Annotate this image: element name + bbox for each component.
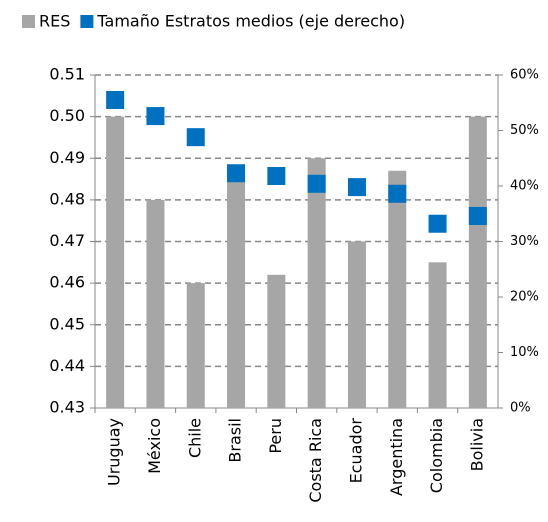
y-tick-label: 0.46 (49, 273, 85, 292)
legend-label: RES (39, 12, 70, 31)
y-tick-label: 0.44 (49, 356, 85, 375)
x-tick-label: Uruguay (105, 418, 124, 486)
legend-label: Tamaño Estratos medios (eje derecho) (96, 12, 405, 31)
y2-tick-label: 30% (510, 234, 539, 249)
marker (106, 90, 125, 109)
y-tick-label: 0.50 (49, 106, 85, 125)
x-tick-label: Chile (185, 418, 204, 458)
marker (186, 128, 205, 147)
legend-swatch (80, 15, 94, 28)
bar (347, 241, 366, 408)
y-tick-label: 0.51 (49, 65, 85, 84)
marker (468, 206, 487, 225)
y2-tick-label: 10% (510, 345, 539, 360)
x-tick-label: Bolivia (467, 418, 486, 471)
x-tick-label: Colombia (427, 418, 446, 493)
marker (388, 184, 407, 203)
marker (227, 164, 246, 183)
x-tick-label: México (145, 418, 164, 474)
x-tick-label: Argentina (387, 418, 406, 496)
y-tick-label: 0.45 (49, 314, 85, 333)
y2-tick-label: 60% (510, 68, 539, 83)
marker (146, 107, 165, 126)
y-tick-label: 0.48 (49, 189, 85, 208)
y2-tick-label: 40% (510, 179, 539, 194)
legend-swatch (22, 15, 35, 28)
y-tick-label: 0.49 (49, 148, 85, 167)
marker (267, 167, 286, 186)
y2-tick-label: 0% (510, 401, 531, 416)
bar (186, 283, 205, 408)
bar (388, 170, 407, 408)
bar (146, 199, 165, 408)
bar (307, 158, 326, 408)
x-tick-label: Brasil (226, 418, 245, 463)
x-tick-label: Ecuador (346, 418, 365, 484)
y-tick-label: 0.47 (49, 231, 85, 250)
x-tick-label: Peru (266, 418, 285, 454)
marker (347, 178, 366, 197)
marker (307, 174, 326, 193)
bar (468, 116, 487, 408)
bar (227, 166, 246, 408)
bar (106, 116, 125, 408)
bar (267, 274, 286, 408)
marker (428, 214, 447, 233)
bar (428, 262, 447, 408)
x-tick-label: Costa Rica (306, 418, 325, 503)
y2-tick-label: 50% (510, 123, 539, 138)
y2-tick-label: 20% (510, 290, 539, 305)
y-tick-label: 0.43 (49, 398, 85, 417)
